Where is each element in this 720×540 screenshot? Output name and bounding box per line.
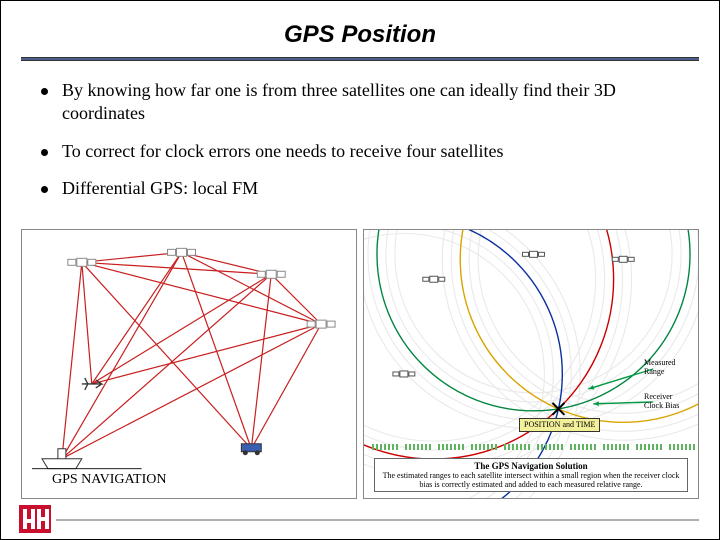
figures-row: GPS NAVIGATION Measured Range Receiver C…	[21, 229, 699, 499]
figure-nav-solution: Measured Range Receiver Clock Bias POSIT…	[363, 229, 699, 499]
bullet-dot-icon	[41, 88, 48, 95]
footer-divider	[56, 519, 699, 521]
bullet-list: By knowing how far one is from three sat…	[1, 61, 719, 201]
slide-title: GPS Position	[1, 1, 719, 57]
fig-right-caption-title: The GPS Navigation Solution	[377, 461, 685, 471]
bullet-dot-icon	[41, 149, 48, 156]
position-time-box: POSITION and TIME	[519, 418, 600, 432]
gps-nav-svg	[22, 230, 356, 498]
fig-right-caption-body: The estimated ranges to each satellite i…	[377, 471, 685, 489]
bullet-text: By knowing how far one is from three sat…	[62, 79, 679, 126]
clock-bias-label: Receiver Clock Bias	[644, 392, 692, 410]
fig-right-caption: The GPS Navigation Solution The estimate…	[374, 458, 688, 492]
bullet-dot-icon	[41, 186, 48, 193]
fig-left-caption: GPS NAVIGATION	[52, 472, 166, 488]
measured-range-label: Measured Range	[644, 358, 692, 376]
ground-marks	[364, 442, 698, 450]
bullet-text: Differential GPS: local FM	[62, 177, 258, 200]
bullet-item: By knowing how far one is from three sat…	[41, 79, 679, 126]
bullet-item: Differential GPS: local FM	[41, 177, 679, 200]
bullet-item: To correct for clock errors one needs to…	[41, 140, 679, 163]
bullet-text: To correct for clock errors one needs to…	[62, 140, 504, 163]
uh-logo-icon	[19, 505, 51, 533]
figure-gps-navigation: GPS NAVIGATION	[21, 229, 357, 499]
